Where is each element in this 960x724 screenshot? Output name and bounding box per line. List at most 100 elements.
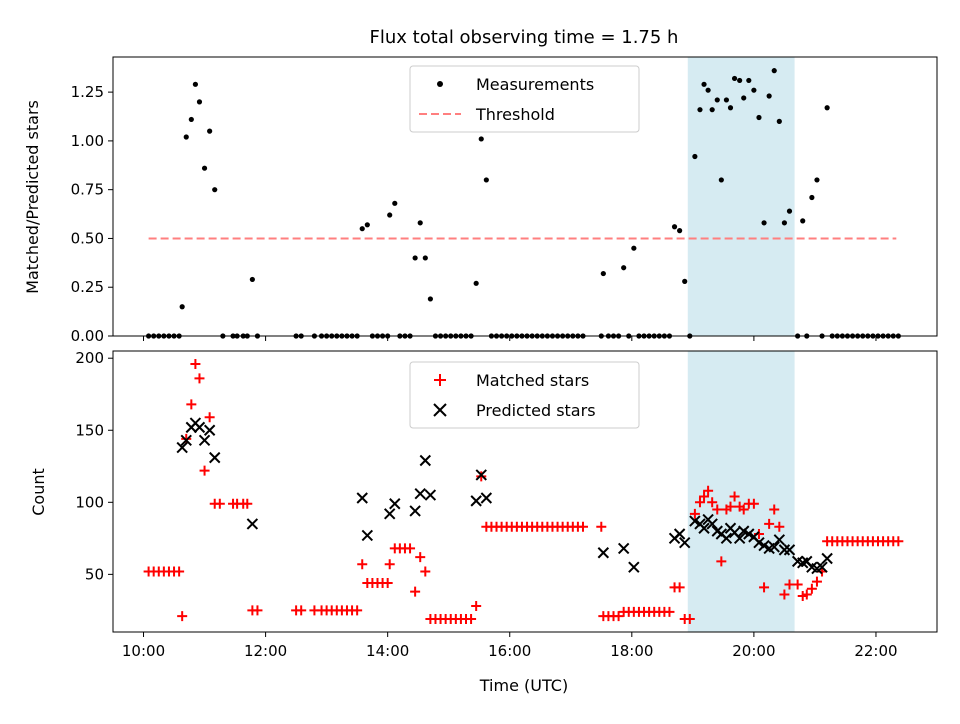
matched-point [199,465,210,476]
measurement-point [809,194,815,201]
measurement-point [776,118,782,124]
matched-point [382,578,393,589]
y-tick-label: 1.00 [71,132,104,150]
measurement-point [746,77,752,84]
measurement-point [814,177,820,183]
predicted-points [176,417,833,575]
top-legend-box [409,65,640,133]
matched-points [143,358,904,625]
predicted-point [414,487,426,500]
matched-point [774,521,785,532]
predicted-point [698,522,710,534]
predicted-point [768,541,780,553]
measurement-point [781,220,788,226]
top-axes-frame [112,56,938,337]
legend-label-matched: Matched stars [476,371,589,390]
legend-marker-matched [434,374,446,386]
x-tick-label: 12:00 [244,642,287,660]
matched-point [577,521,588,532]
predicted-point [778,544,791,556]
top-x-ticks [143,336,877,341]
measurement-points [146,68,901,339]
y-tick-label: 100 [75,493,104,511]
matched-point [689,508,700,519]
legend-label-predicted: Predicted stars [476,401,596,420]
legend-marker-measurements [437,81,443,87]
matched-point [596,521,607,532]
predicted-point [475,469,487,481]
measurement-point [631,245,637,251]
y-tick-label: 0.25 [71,278,104,296]
matched-point [352,605,363,616]
y-tick-label: 200 [75,349,104,367]
matched-point [779,589,790,600]
predicted-point [176,441,188,454]
measurement-point [212,187,218,193]
measurement-point [709,107,715,113]
measurement-point [731,75,738,82]
measurement-point [417,220,423,226]
predicted-point [424,489,437,501]
bottom-panel: 50 100 150 200 10:00 12:00 14:00 16:00 18:00 20:… [29,349,938,695]
x-tick-label: 18:00 [610,642,653,660]
measurement-point [677,228,683,234]
matched-point [716,556,727,567]
predicted-point [193,421,206,434]
predicted-point [389,498,401,510]
top-panel: 0.00 0.25 0.50 0.75 1.00 1.25 Matched/Predict… [23,56,938,345]
predicted-point [198,434,211,447]
matched-point [194,373,205,384]
measurement-point [422,255,428,261]
predicted-point [203,424,216,436]
measurement-point [392,200,398,206]
matched-point [177,611,188,622]
matched-point [174,566,185,577]
predicted-point [783,544,796,556]
predicted-point [773,534,786,546]
predicted-point [409,505,421,517]
measurement-point [201,165,208,171]
matched-point [186,399,197,410]
matched-point [801,589,812,600]
predicted-point [597,547,610,559]
x-tick-label: 22:00 [854,642,897,660]
y-tick-label: 1.25 [71,83,104,101]
predicted-point [383,508,396,520]
matched-point [811,576,822,587]
matched-point [190,358,201,369]
bottom-legend: Matched stars Predicted stars [409,361,640,429]
matched-point [613,611,624,622]
x-axis-label: Time (UTC) [479,676,568,695]
measurement-point [473,280,479,286]
measurement-point [727,105,734,111]
predicted-point [679,536,691,549]
measurement-point [718,177,724,183]
predicted-point [673,528,686,540]
measurement-point [179,304,185,310]
measurement-point [188,116,194,123]
predicted-point [628,561,640,573]
matched-point [684,614,695,625]
top-legend: Measurements Threshold [409,65,640,133]
matched-point [384,559,395,570]
x-tick-label: 16:00 [488,642,531,660]
measurement-point [697,107,703,113]
measurement-point [701,81,707,87]
matched-point [415,552,426,563]
measurement-point [621,265,627,271]
measurement-point [364,222,370,228]
bottom-x-ticks: 10:00 12:00 14:00 16:00 18:00 20:00 22:00 [122,632,898,660]
legend-label-measurements: Measurements [476,75,594,94]
matched-point [725,501,736,512]
bottom-y-ticks: 50 100 150 200 [75,349,113,583]
matched-point [764,518,775,529]
y-tick-label: 150 [75,421,104,439]
measurement-point [756,114,762,121]
measurement-point [800,218,806,224]
top-y-axis-label: Matched/Predicted stars [23,100,42,294]
predicted-point [361,529,374,542]
matched-point [769,504,780,515]
measurement-point [207,128,213,134]
matched-point [410,586,421,597]
